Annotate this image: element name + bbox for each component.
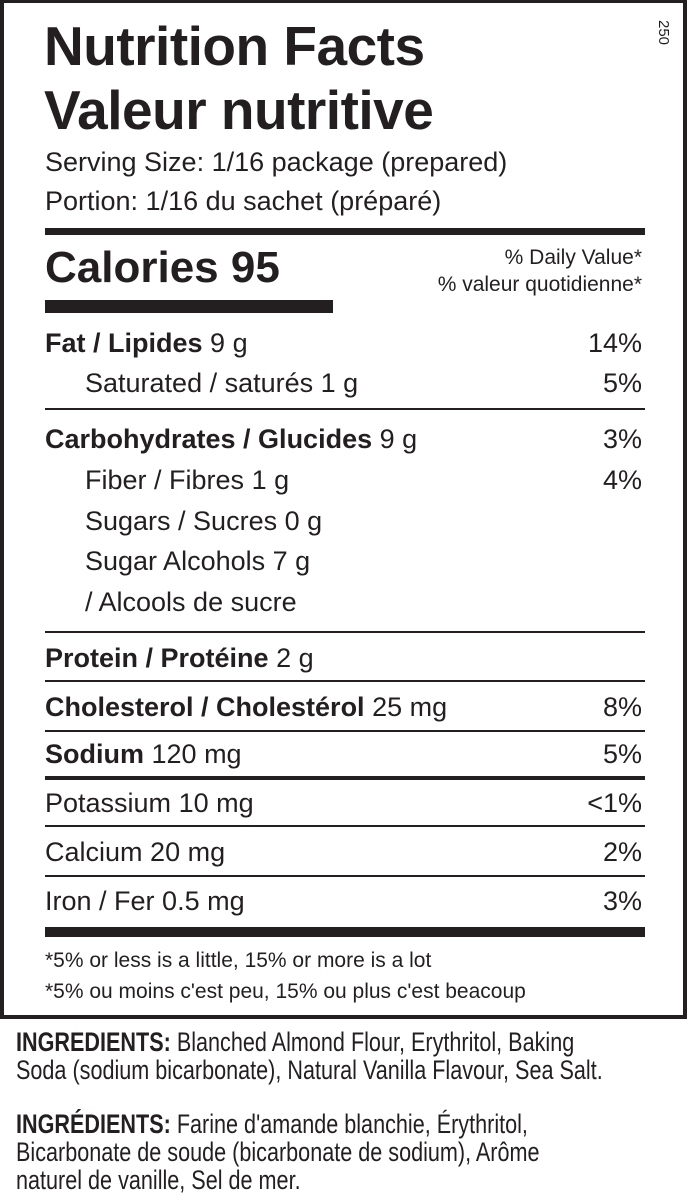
footnote-fr: *5% ou moins c'est peu, 15% ou plus c'es… <box>45 980 526 1003</box>
ingredients-fr: INGRÉDIENTS: Farine d'amande blanchie, É… <box>16 1109 540 1195</box>
dv-header-fr: % valeur quotidienne* <box>437 273 642 296</box>
row-fiber: Fiber / Fibres 1 g 4% <box>85 465 642 495</box>
row-sugar-alcohols-fr: / Alcools de sucre <box>85 587 297 617</box>
row-sugar-alcohols: Sugar Alcohols 7 g <box>85 546 311 576</box>
divider <box>45 730 645 732</box>
dv-header-en: % Daily Value* <box>504 246 642 269</box>
divider-thick <box>45 228 645 235</box>
serving-size-fr: Portion: 1/16 du sachet (préparé) <box>45 186 442 216</box>
row-sugars: Sugars / Sucres 0 g <box>85 506 323 536</box>
title-en: Nutrition Facts <box>44 15 425 77</box>
title-fr: Valeur nutritive <box>44 79 434 141</box>
divider-medium <box>45 776 645 780</box>
ingredients-en: INGREDIENTS: Blanched Almond Flour, Eryt… <box>16 1027 603 1085</box>
row-carbohydrates: Carbohydrates / Glucides 9 g 3% <box>45 424 642 454</box>
row-protein: Protein / Protéine 2 g <box>45 643 314 673</box>
divider <box>45 875 645 877</box>
row-iron: Iron / Fer 0.5 mg 3% <box>45 886 642 916</box>
serving-size-en: Serving Size: 1/16 package (prepared) <box>45 147 508 177</box>
label-code: 250 <box>655 20 672 46</box>
divider-thick <box>45 927 645 937</box>
row-sodium: Sodium 120 mg 5% <box>45 739 642 769</box>
row-calcium: Calcium 20 mg 2% <box>45 837 642 867</box>
nutrition-facts-panel <box>0 0 687 1019</box>
row-saturated: Saturated / saturés 1 g 5% <box>85 368 642 398</box>
divider <box>45 680 645 682</box>
row-cholesterol: Cholesterol / Cholestérol 25 mg 8% <box>45 692 642 722</box>
calories: Calories 95 <box>45 243 280 292</box>
divider <box>45 631 645 633</box>
row-fat: Fat / Lipides 9 g 14% <box>45 328 642 358</box>
divider <box>45 408 645 410</box>
daily-value-header: % Daily Value* % valeur quotidienne* <box>438 244 642 298</box>
divider-calories <box>45 300 333 313</box>
divider <box>45 825 645 827</box>
footnote-en: *5% or less is a little, 15% or more is … <box>45 949 432 972</box>
row-potassium: Potassium 10 mg <1% <box>45 788 642 818</box>
